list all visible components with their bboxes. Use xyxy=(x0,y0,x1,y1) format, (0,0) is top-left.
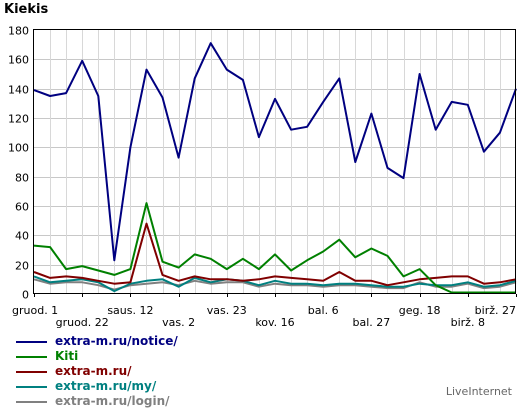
x-tick-label: geg. 18 xyxy=(399,304,441,317)
legend-label: extra-m.ru/login/ xyxy=(55,394,170,408)
plot-frame xyxy=(33,29,516,294)
y-tick-label: 0 xyxy=(22,289,29,302)
legend-item: Kiti xyxy=(16,349,178,364)
x-tick-label: vas. 23 xyxy=(207,304,247,317)
x-tick-label: birž. 8 xyxy=(451,316,485,329)
series-line xyxy=(33,222,517,287)
x-tick-label: birž. 27 xyxy=(475,304,516,317)
y-axis: 0 20 40 60 80 100 120 140 160 180 xyxy=(8,25,29,302)
legend-swatch xyxy=(16,385,47,388)
legend-swatch xyxy=(16,370,47,373)
x-tick-label: bal. 6 xyxy=(308,304,339,317)
legend-swatch xyxy=(16,355,47,358)
x-tick-label: saus. 12 xyxy=(107,304,153,317)
y-tick-label: 60 xyxy=(15,201,29,214)
legend-item: extra-m.ru/login/ xyxy=(16,394,178,409)
y-tick-label: 80 xyxy=(15,172,29,185)
series-line xyxy=(33,278,517,291)
series-lines xyxy=(33,42,517,294)
y-axis-title: Kiekis xyxy=(4,2,48,17)
legend-item: extra-m.ru/ xyxy=(16,364,178,379)
x-tick-label: gruod. 22 xyxy=(56,316,109,329)
x-tick-label: bal. 27 xyxy=(353,316,391,329)
y-tick-label: 100 xyxy=(8,142,29,155)
y-tick-label: 160 xyxy=(8,54,29,67)
legend-swatch xyxy=(16,340,47,343)
legend-label: extra-m.ru/my/ xyxy=(55,379,157,393)
legend-item: extra-m.ru/notice/ xyxy=(16,334,178,349)
y-tick-label: 140 xyxy=(8,84,29,97)
x-tick-label: gruod. 1 xyxy=(12,304,58,317)
legend: extra-m.ru/notice/ Kiti extra-m.ru/ extr… xyxy=(16,334,178,409)
series-line xyxy=(33,202,516,294)
x-tick-label: kov. 16 xyxy=(255,316,294,329)
y-tick-label: 120 xyxy=(8,113,29,126)
y-tick-label: 20 xyxy=(15,260,29,273)
legend-label: extra-m.ru/notice/ xyxy=(55,334,178,348)
legend-label: extra-m.ru/ xyxy=(55,364,132,378)
y-tick-label: 40 xyxy=(15,230,29,243)
y-tick-label: 180 xyxy=(8,25,29,38)
series-line xyxy=(33,42,517,262)
x-tick-label: vas. 2 xyxy=(162,316,195,329)
grid xyxy=(34,30,516,294)
legend-label: Kiti xyxy=(55,349,79,363)
legend-item: extra-m.ru/my/ xyxy=(16,379,178,394)
liveinternet-branding: LiveInternet xyxy=(445,385,512,398)
legend-swatch xyxy=(16,400,47,403)
